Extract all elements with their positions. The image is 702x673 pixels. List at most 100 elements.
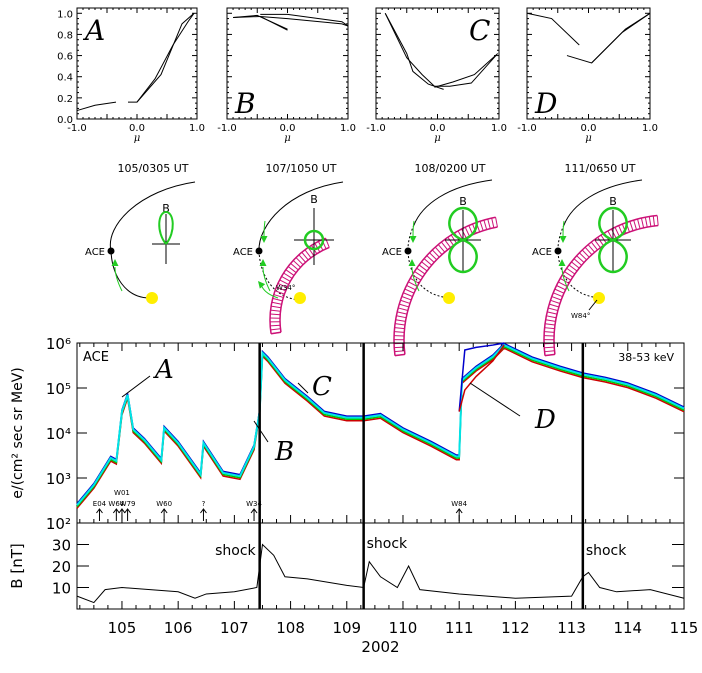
- shock-hatch: [423, 258, 433, 266]
- shock-hatch: [444, 239, 451, 248]
- y-tick-label: 0.2: [57, 94, 73, 105]
- field-line: [413, 179, 493, 226]
- ace-spacecraft-icon: [404, 247, 412, 255]
- y-tick-label: 0.4: [57, 73, 73, 84]
- pitch-angle-curve: [526, 12, 580, 46]
- shock-hatch: [495, 217, 498, 228]
- annotation-leader: [121, 375, 151, 398]
- y-tick-label: 0.0: [57, 115, 73, 126]
- pitch-distribution-shape: [598, 206, 628, 274]
- shock-hatch: [614, 227, 620, 237]
- event-marker: W34: [246, 500, 262, 521]
- shock-hatch: [544, 327, 555, 330]
- shock-hatch: [547, 311, 558, 315]
- arrow-icon: [111, 259, 119, 266]
- pitch-angle-curve: [384, 13, 444, 90]
- magnetic-field-panel: 10 20 30 105 106 107 108 109 110 111 112 113 114 115 2…: [8, 522, 699, 656]
- shock-hatch: [656, 215, 659, 226]
- shock-hatch: [277, 282, 288, 289]
- angle-label: W84°: [571, 312, 590, 320]
- pitch-angle-plot-a: -1.0 0.0 1.0μ0.00.20.40.60.81.0 A: [57, 7, 205, 144]
- arrow-shaft: [561, 266, 570, 292]
- flux-series-line: [76, 343, 685, 506]
- shock-hatch: [554, 288, 565, 294]
- shock-hatch: [416, 267, 426, 275]
- pitch-distribution-shape: [448, 206, 478, 274]
- shock-hatch: [270, 309, 281, 312]
- shock-hatch: [396, 315, 407, 319]
- shock-hatch: [281, 275, 291, 282]
- schematic-3: 108/0200 UT ACE B: [382, 162, 498, 357]
- pitch-angle-curve: [260, 13, 349, 27]
- annotation-letter: D: [534, 405, 556, 435]
- shock-hatch: [573, 258, 582, 266]
- shock-hatch: [421, 261, 430, 269]
- shock-hatch: [566, 267, 576, 275]
- event-label: E04: [93, 500, 107, 508]
- field-label: B: [310, 193, 318, 206]
- x-tick-label: 106: [164, 619, 193, 637]
- pitch-angle-curve: [76, 101, 117, 112]
- field-line-dotted: [557, 224, 605, 299]
- ace-annotation: ACE: [83, 350, 109, 365]
- event-marker: W79: [120, 500, 136, 521]
- event-label: W79: [120, 500, 136, 508]
- field-line-dotted: [407, 224, 455, 299]
- x-tick-label: -1.0: [67, 123, 87, 134]
- shock-hatch: [403, 292, 413, 297]
- shock-hatch: [276, 286, 286, 292]
- shock-front-outer: [269, 237, 326, 334]
- y-axis-label: B [nT]: [8, 543, 26, 588]
- shock-hatch: [447, 236, 454, 246]
- x-axis-label: μ: [434, 133, 441, 144]
- x-tick-label: -1.0: [517, 123, 537, 134]
- event-marker: W01: [114, 489, 130, 521]
- y-tick-label: 10²: [46, 515, 71, 533]
- shock-hatch: [558, 281, 568, 288]
- pitch-angle-curve: [136, 12, 195, 103]
- x-tick-label: 0.0: [581, 123, 597, 134]
- event-label: W84: [451, 500, 467, 508]
- shock-hatch: [597, 237, 604, 246]
- shock-hatch: [285, 269, 295, 276]
- shock-hatch: [648, 216, 652, 227]
- shock-hatch: [404, 288, 415, 294]
- annotation-leader: [253, 420, 269, 443]
- arrow-up-head: [455, 508, 463, 514]
- x-tick-label: 115: [670, 619, 699, 637]
- shock-hatch: [544, 350, 555, 353]
- shock-hatch: [461, 228, 467, 239]
- shock-hatch: [551, 296, 562, 301]
- arrow-up-head: [200, 508, 207, 514]
- x-tick-label: 108: [276, 619, 305, 637]
- arrow-icon: [559, 236, 567, 243]
- shock-hatch: [545, 319, 556, 322]
- y-axis-label: e/(cm² sec sr MeV): [10, 367, 26, 498]
- energy-range-annotation: 38-53 keV: [618, 351, 674, 364]
- shock-hatch: [550, 299, 561, 304]
- x-tick-label: 114: [613, 619, 642, 637]
- event-label: ?: [202, 500, 206, 508]
- shock-label: shock: [215, 543, 256, 559]
- shock-hatch: [629, 221, 634, 231]
- x-tick-label: 0.0: [430, 123, 446, 134]
- arrow-up-head: [112, 508, 120, 514]
- annotation-letter: A: [153, 355, 174, 385]
- field-label: B: [162, 202, 170, 215]
- shock-label: shock: [586, 543, 627, 559]
- shock-hatch: [270, 324, 281, 327]
- arrow-up-head: [124, 508, 131, 514]
- shock-hatch: [561, 274, 572, 281]
- event-marker: ?: [200, 500, 207, 521]
- event-marker: E04: [93, 500, 107, 521]
- shock-hatch: [394, 327, 405, 330]
- pitch-angle-plot-b: -1.0 0.0 1.0 μ B: [217, 7, 356, 144]
- shock-hatch: [301, 251, 309, 261]
- event-marker: W60: [156, 500, 172, 521]
- shock-hatch: [412, 274, 422, 281]
- shock-hatch: [479, 221, 484, 231]
- pitch-angle-curve: [260, 15, 349, 27]
- arrow-shaft: [114, 266, 123, 292]
- arrow-shaft: [262, 266, 271, 292]
